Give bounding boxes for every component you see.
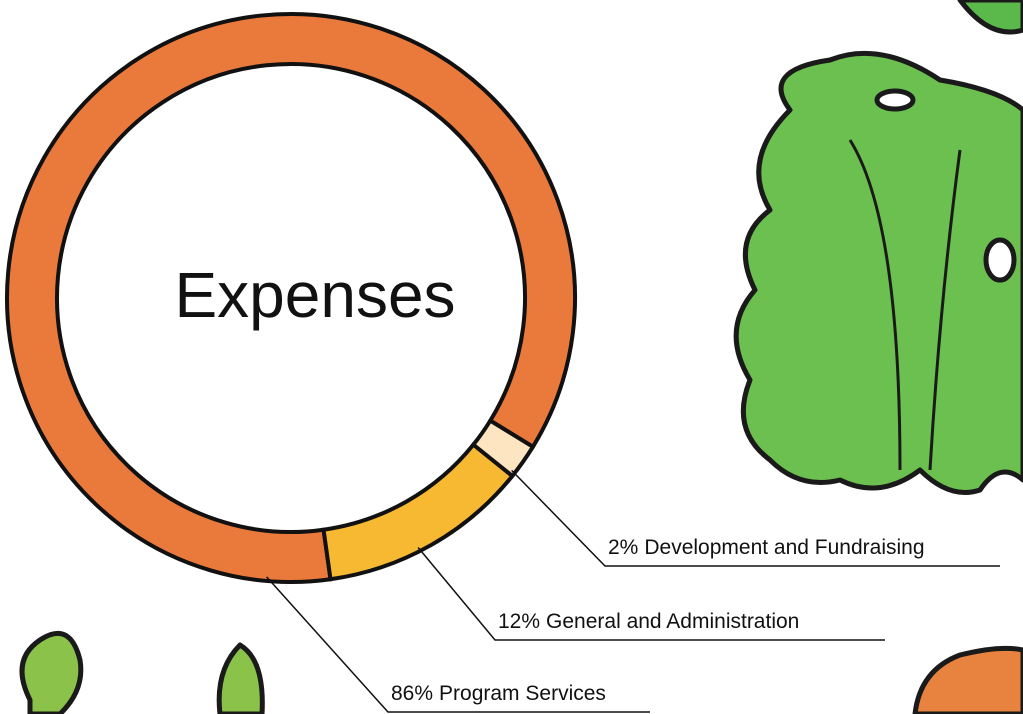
chart-title: Expenses: [174, 259, 455, 331]
chart: Expenses 86% Program Services 12% General a…: [0, 0, 1023, 714]
slice-label: 86% Program Services: [391, 682, 606, 705]
category-label: Program Services: [439, 682, 606, 705]
value-label: 86%: [391, 682, 433, 705]
slice-label: 2% Development and Fundraising: [608, 536, 925, 559]
donut-segment: [324, 445, 513, 580]
value-label: 2%: [608, 536, 638, 559]
slice-label: 12% General and Administration: [498, 610, 799, 633]
page: Expenses 86% Program Services 12% General a…: [0, 0, 1023, 714]
value-label: 12%: [498, 610, 540, 633]
category-label: General and Administration: [546, 610, 799, 633]
category-label: Development and Fundraising: [644, 536, 924, 559]
